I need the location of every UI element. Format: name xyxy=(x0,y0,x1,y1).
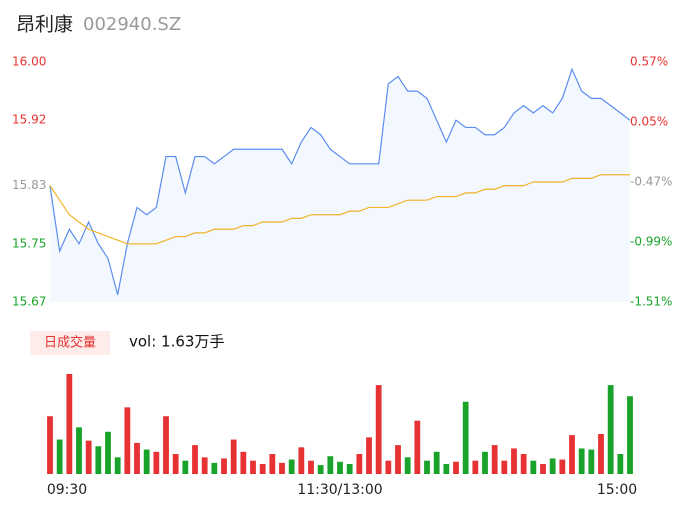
volume-bar xyxy=(462,401,469,474)
volume-bar xyxy=(501,460,508,474)
volume-bar xyxy=(598,434,604,474)
y-tick-label: 15.83 xyxy=(12,178,46,192)
volume-bar xyxy=(607,385,614,474)
volume-bar xyxy=(385,460,392,474)
volume-bar xyxy=(134,442,140,474)
volume-label: vol: 1.63万手 xyxy=(129,333,224,351)
volume-bar xyxy=(124,407,131,474)
x-tick-label: 15:00 xyxy=(597,482,637,498)
volume-bar xyxy=(230,439,237,474)
volume-bar xyxy=(85,440,92,474)
volume-bar xyxy=(105,431,111,474)
x-tick-label: 11:30/13:00 xyxy=(297,482,382,498)
volume-bar xyxy=(627,396,633,474)
volume-bar xyxy=(327,456,334,474)
y-tick-label: 16.00 xyxy=(12,55,46,69)
volume-bar xyxy=(433,451,440,474)
volume-bar xyxy=(540,464,546,474)
volume-bar xyxy=(530,460,537,474)
stock-code: 002940.SZ xyxy=(83,14,181,35)
volume-bar xyxy=(472,460,479,474)
volume-bar xyxy=(569,435,575,474)
volume-bar xyxy=(143,449,150,474)
volume-bar xyxy=(298,447,305,474)
volume-bar xyxy=(404,457,411,474)
volume-bar xyxy=(47,416,53,474)
volume-bar xyxy=(424,460,430,474)
volume-bar xyxy=(211,462,218,474)
volume-bar xyxy=(114,457,121,474)
volume-bar xyxy=(356,454,363,474)
y2-tick-label: 0.05% xyxy=(630,115,668,129)
volume-bar xyxy=(578,448,585,474)
volume-bar xyxy=(201,457,208,474)
volume-bar xyxy=(491,445,498,474)
volume-badge xyxy=(30,331,110,355)
volume-bar xyxy=(346,464,353,474)
volume-bar xyxy=(443,464,450,474)
volume-bar xyxy=(221,458,227,474)
volume-bar xyxy=(337,461,343,474)
volume-bar xyxy=(76,427,82,474)
price-line xyxy=(49,67,631,295)
volume-bar xyxy=(308,460,314,474)
volume-bar xyxy=(163,416,169,474)
stock-name: 昂利康 xyxy=(16,14,73,36)
y2-tick-label: -0.99% xyxy=(630,235,672,249)
volume-bar xyxy=(153,451,160,474)
y-tick-label: 15.67 xyxy=(12,295,46,309)
y2-tick-label: -1.51% xyxy=(630,295,672,309)
y2-tick-label: -0.47% xyxy=(630,175,672,189)
volume-bar xyxy=(240,451,247,474)
volume-bar xyxy=(172,454,179,474)
volume-bar xyxy=(288,459,295,474)
volume-bar xyxy=(588,449,595,474)
volume-bar xyxy=(375,385,382,474)
volume-bar xyxy=(520,454,527,474)
volume-bar xyxy=(559,459,566,474)
average-line xyxy=(49,174,630,245)
volume-bar xyxy=(95,446,102,474)
y-tick-label: 15.92 xyxy=(12,113,46,127)
volume-bar xyxy=(549,458,556,474)
volume-bar xyxy=(414,420,421,474)
volume-bar xyxy=(617,454,624,474)
volume-bar xyxy=(56,439,63,474)
volume-bar xyxy=(366,437,372,474)
volume-bar xyxy=(192,445,198,474)
volume-bar xyxy=(453,461,459,474)
volume-bar xyxy=(317,465,324,474)
volume-bar xyxy=(182,460,189,474)
volume-title: 日成交量 xyxy=(44,335,96,351)
volume-bar xyxy=(250,460,256,474)
volume-bar xyxy=(511,448,517,474)
y-tick-label: 15.75 xyxy=(12,236,46,250)
x-tick-label: 09:30 xyxy=(47,482,87,498)
volume-bar xyxy=(269,454,276,474)
volume-bar xyxy=(259,464,266,474)
volume-bar xyxy=(482,451,488,474)
price-area xyxy=(50,69,630,302)
volume-bar xyxy=(395,445,401,474)
volume-bar xyxy=(279,462,285,474)
volume-bar xyxy=(66,374,73,474)
y2-tick-label: 0.57% xyxy=(630,55,668,69)
